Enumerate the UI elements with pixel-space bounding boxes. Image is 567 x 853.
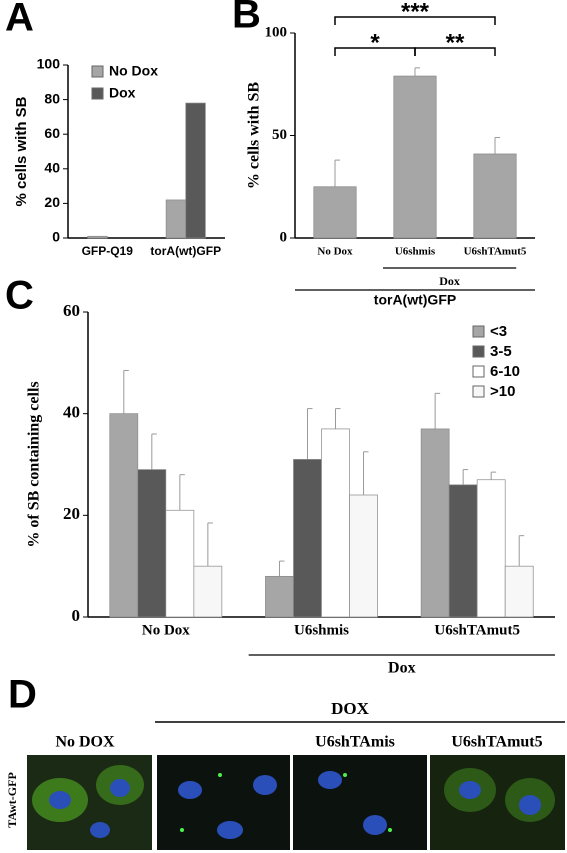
y-tick-label: 50 [272,127,287,143]
y-tick-label: 40 [44,160,60,176]
y-tick-label: 100 [265,24,288,40]
nucleus [90,822,110,838]
nucleus [318,771,342,789]
x-tick-label: No Dox [142,622,190,638]
y-tick-label: 0 [52,229,60,245]
nucleus [459,781,481,799]
x-tick-label: torA(wt)GFP [150,244,221,258]
significance-label: *** [401,0,430,25]
micrograph [293,755,427,850]
y-axis-label: % cells with SB [13,96,30,206]
y-tick-label: 100 [37,56,61,72]
y-tick-label: 40 [63,403,80,422]
bar [476,479,506,618]
panel-d-images [27,721,565,850]
y-tick-label: 80 [44,90,60,106]
y-tick-label: 20 [63,504,80,523]
significance-bracket [414,47,496,56]
x-tick-label: U6shmis [395,246,436,258]
bar [448,484,478,618]
bar [87,235,108,239]
bar [293,459,322,618]
group-label: DOX [331,699,370,718]
group-label: Dox [439,274,460,288]
nucleus [178,781,202,799]
y-axis-label: % of SB containing cells [26,381,43,547]
nucleus [217,821,243,839]
panel-label: D [8,673,37,717]
significance-label: ** [446,29,465,56]
row-label: TAwt-GFP [5,772,19,828]
aggregate [343,773,347,777]
significance-label: * [370,29,380,56]
nucleus [253,775,277,795]
bar [393,75,437,239]
legend-label: <3 [490,323,507,340]
legend-label: 6-10 [490,363,520,380]
y-tick-label: 0 [280,229,288,245]
x-tick-label: U6shTAmut5 [464,246,527,258]
group-label: Dox [388,660,416,677]
bar [349,494,378,618]
panel-label: B [232,0,261,37]
legend-swatch [91,65,104,78]
bar [193,565,223,618]
panel-label: A [5,0,34,40]
bar [265,575,294,618]
bottom-label: torA(wt)GFP [374,292,456,308]
bar [313,186,357,239]
nucleus [519,795,541,815]
y-axis-label: % cells with SB [246,82,263,189]
legend-label: >10 [490,383,515,400]
x-tick-label: No Dox [317,246,353,258]
bar [185,102,206,239]
nucleus [49,791,71,809]
bar [321,428,350,618]
aggregate [218,773,222,777]
bar [420,428,450,618]
column-label: U6shTAmut5 [451,734,542,751]
legend-label: Dox [109,85,136,101]
bar [473,153,517,239]
significance-bracket [334,16,496,25]
y-tick-label: 0 [72,606,81,625]
aggregate [180,828,184,832]
column-label: No DOX [55,734,115,751]
bar [165,199,187,239]
legend-swatch [91,87,104,100]
column-label: U6shTAmis [315,734,395,751]
legend-swatch [472,385,485,398]
bar [165,509,195,618]
legend-label: 3-5 [490,343,512,360]
nucleus [110,779,130,797]
y-tick-label: 20 [44,194,60,210]
legend-swatch [472,365,485,378]
y-tick-label: 60 [44,125,60,141]
bar [137,469,167,618]
x-tick-label: U6shTAmut5 [434,622,520,638]
bar [504,565,534,618]
x-tick-label: GFP-Q19 [82,244,134,258]
bar [109,413,139,618]
nucleus [363,815,387,835]
panel-label: C [5,274,34,318]
legend-swatch [472,345,485,358]
aggregate [388,828,392,832]
legend-swatch [472,325,485,338]
legend-label: No Dox [109,63,158,79]
y-tick-label: 60 [63,301,80,320]
x-tick-label: U6shmis [294,622,349,638]
